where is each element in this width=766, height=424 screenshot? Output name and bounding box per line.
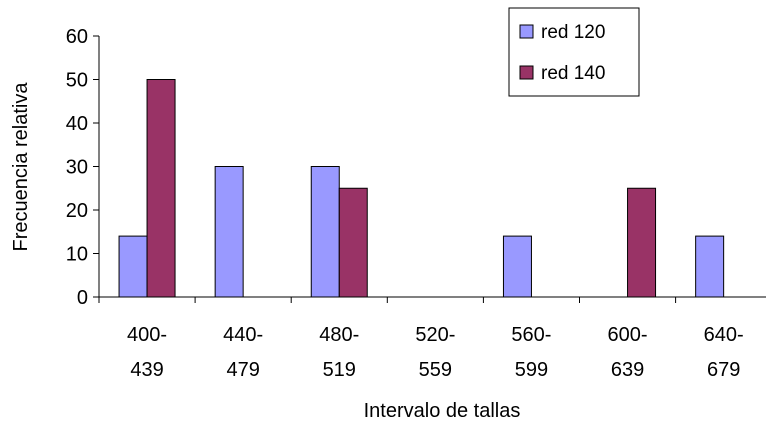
y-axis: 0 10 20 30 40 50 60 bbox=[66, 26, 100, 309]
plot-area bbox=[118, 79, 725, 298]
x-axis-label: Intervalo de tallas bbox=[364, 400, 521, 422]
y-tick-label: 30 bbox=[66, 157, 88, 179]
bar-red-120-480-519 bbox=[310, 166, 340, 298]
x-tick-label: 400-439 bbox=[127, 324, 167, 381]
legend-swatch-red-140 bbox=[519, 65, 534, 80]
y-tick-label: 20 bbox=[66, 200, 88, 222]
bar-red-120-560-599 bbox=[502, 235, 532, 298]
bar-red-120-440-479 bbox=[214, 166, 244, 298]
y-axis-label: Frecuencia relativa bbox=[10, 82, 32, 252]
y-tick-label: 0 bbox=[77, 287, 88, 309]
legend-label-red-120: red 120 bbox=[541, 22, 605, 43]
legend-swatch-red-120 bbox=[519, 24, 534, 39]
legend-box bbox=[508, 7, 640, 97]
bar-red-140-600-639 bbox=[627, 187, 657, 298]
y-tick-label: 10 bbox=[66, 244, 88, 266]
x-tick-label: 520-559 bbox=[415, 324, 455, 381]
legend-label-red-140: red 140 bbox=[541, 63, 605, 84]
x-tick-label: 440-479 bbox=[223, 324, 263, 381]
x-tick-label: 640-679 bbox=[704, 324, 744, 381]
y-tick-label: 50 bbox=[66, 70, 88, 92]
bar-red-120-400-439 bbox=[118, 235, 148, 298]
x-tick-label: 560-599 bbox=[511, 324, 551, 381]
legend: red 120 red 140 bbox=[508, 7, 640, 97]
y-tick-label: 40 bbox=[66, 113, 88, 135]
bar-red-140-480-519 bbox=[338, 187, 368, 298]
y-tick-label: 60 bbox=[66, 26, 88, 48]
x-tick-label: 600-639 bbox=[608, 324, 648, 381]
bar-red-140-400-439 bbox=[146, 79, 176, 298]
x-axis: 400-439 440-479 480-519 520-559 560-599 600-6… bbox=[98, 296, 766, 381]
x-tick-label: 480-519 bbox=[319, 324, 359, 381]
bar-red-120-640-679 bbox=[695, 235, 725, 298]
